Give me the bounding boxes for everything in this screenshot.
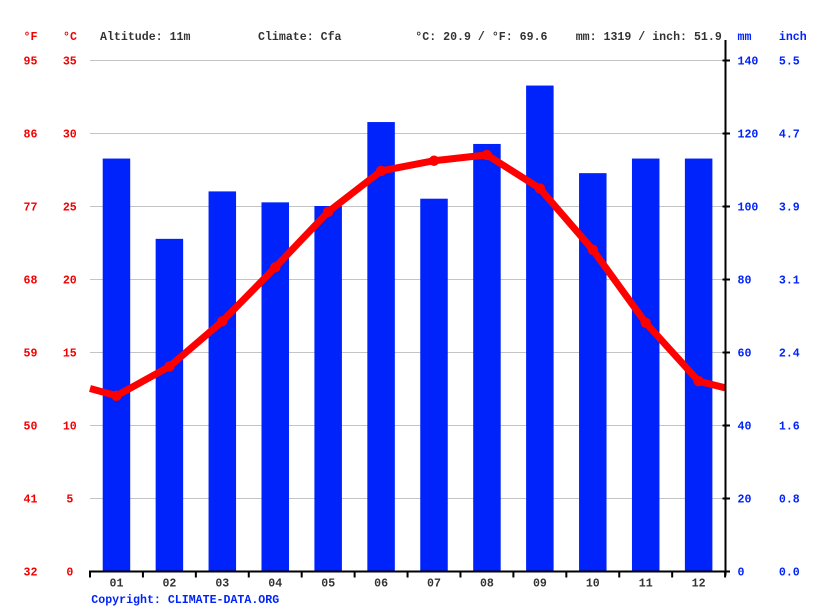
svg-text:01: 01 [110,578,124,591]
svg-text:0: 0 [66,567,73,580]
svg-text:mm: mm [738,31,752,44]
svg-text:12: 12 [692,578,706,591]
svg-text:3.9: 3.9 [779,202,800,215]
svg-text:Altitude: 11m: Altitude: 11m [100,31,190,44]
svg-text:0: 0 [738,567,745,580]
svg-text:1.6: 1.6 [779,421,800,434]
svg-text:80: 80 [738,275,752,288]
svg-text:77: 77 [24,202,38,215]
svg-text:03: 03 [215,578,229,591]
svg-text:68: 68 [24,275,38,288]
svg-text:15: 15 [63,348,77,361]
svg-text:140: 140 [738,56,759,69]
svg-text:5.5: 5.5 [779,56,800,69]
svg-text:30: 30 [63,129,77,142]
svg-text:0.0: 0.0 [779,567,800,580]
svg-text:°F: °F [24,31,38,44]
svg-text:Climate: Cfa: Climate: Cfa [258,31,342,44]
svg-text:07: 07 [427,578,441,591]
svg-text:60: 60 [738,348,752,361]
svg-text:04: 04 [268,578,282,591]
svg-text:40: 40 [738,421,752,434]
svg-text:0.8: 0.8 [779,494,800,507]
svg-text:25: 25 [63,202,77,215]
svg-text:59: 59 [24,348,38,361]
svg-text:41: 41 [24,494,38,507]
svg-text:86: 86 [24,129,38,142]
svg-text:50: 50 [24,421,38,434]
svg-text:100: 100 [738,202,759,215]
svg-text:06: 06 [374,578,388,591]
svg-text:05: 05 [321,578,335,591]
svg-text:3.1: 3.1 [779,275,800,288]
svg-text:10: 10 [63,421,77,434]
svg-text:11: 11 [639,578,653,591]
svg-text:Copyright: CLIMATE-DATA.ORG: Copyright: CLIMATE-DATA.ORG [91,594,279,607]
svg-text:5: 5 [66,494,73,507]
svg-text:120: 120 [738,129,759,142]
svg-text:32: 32 [24,567,38,580]
svg-text:20: 20 [738,494,752,507]
svg-text:2.4: 2.4 [779,348,800,361]
svg-text:°C: °C [63,31,77,44]
svg-text:08: 08 [480,578,494,591]
svg-text:mm: 1319 / inch: 51.9: mm: 1319 / inch: 51.9 [576,31,722,44]
svg-text:4.7: 4.7 [779,129,800,142]
svg-text:09: 09 [533,578,547,591]
svg-text:inch: inch [779,31,807,44]
svg-text:95: 95 [24,56,38,69]
svg-text:02: 02 [162,578,176,591]
svg-text:20: 20 [63,275,77,288]
svg-text:35: 35 [63,56,77,69]
svg-text:10: 10 [586,578,600,591]
svg-text:°C: 20.9 / °F: 69.6: °C: 20.9 / °F: 69.6 [415,31,547,44]
